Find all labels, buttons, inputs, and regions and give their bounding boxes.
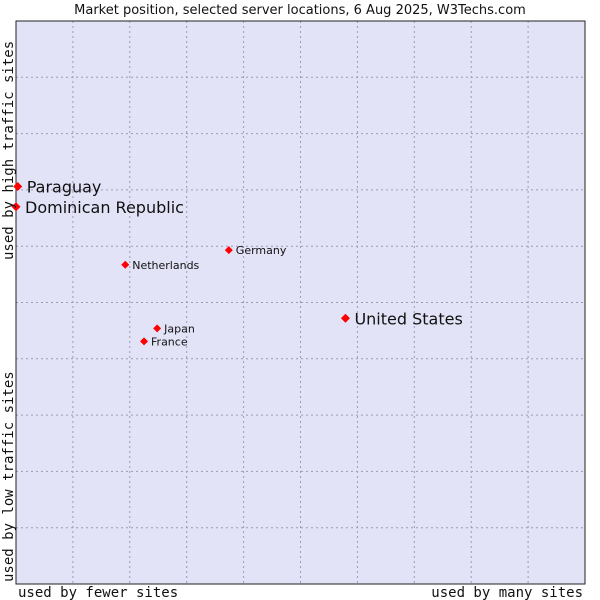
point-label-netherlands: Netherlands	[132, 259, 199, 272]
plot-frame	[15, 20, 586, 585]
point-marker-paraguay	[13, 182, 23, 192]
x-axis-label-left: used by fewer sites	[18, 585, 178, 600]
point-marker-japan	[153, 324, 162, 333]
chart-title: Market position, selected server locatio…	[74, 3, 526, 18]
y-axis-label-top: used by high traffic sites	[1, 41, 17, 260]
point-marker-dominican-republic	[11, 202, 21, 212]
point-marker-france	[140, 337, 149, 346]
y-axis-label-bottom: used by low traffic sites	[1, 371, 17, 582]
point-label-paraguay: Paraguay	[27, 178, 102, 197]
point-label-germany: Germany	[236, 244, 287, 257]
point-label-france: France	[151, 335, 188, 348]
point-marker-germany	[224, 246, 233, 255]
x-axis-label-right: used by many sites	[431, 585, 583, 600]
point-label-japan: Japan	[163, 322, 195, 335]
point-marker-netherlands	[121, 260, 130, 269]
grid-lines	[16, 21, 585, 584]
point-label-dominican-republic: Dominican Republic	[25, 198, 184, 217]
point-label-united-states: United States	[354, 309, 462, 328]
point-marker-united-states	[340, 313, 350, 323]
